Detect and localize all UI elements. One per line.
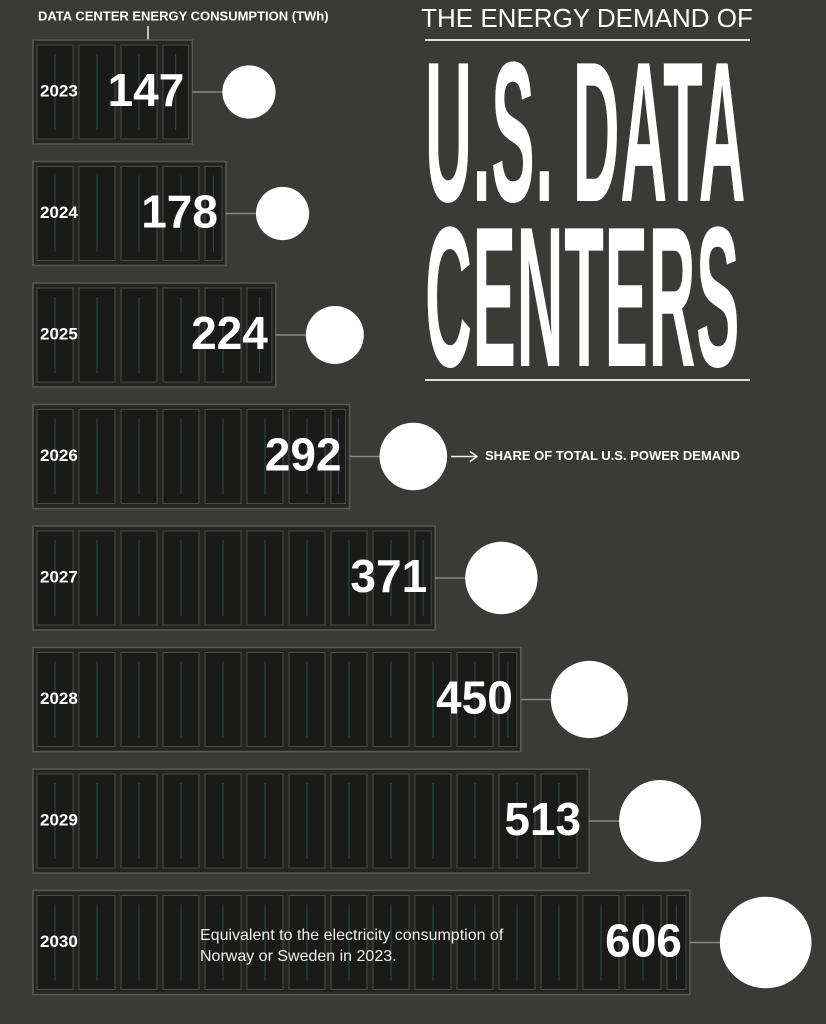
share-label: 9% bbox=[574, 686, 606, 711]
share-bubble bbox=[305, 306, 364, 364]
share-label: 12% bbox=[744, 929, 788, 954]
share-bubble bbox=[255, 186, 310, 241]
rack-unit bbox=[36, 773, 74, 869]
series-label: DATA CENTER ENERGY CONSUMPTION (TWh) bbox=[38, 8, 329, 23]
share-label: 4% bbox=[233, 79, 265, 104]
value-label: 606 bbox=[605, 915, 682, 967]
value-label: 224 bbox=[191, 307, 268, 359]
share-label: 4% bbox=[267, 200, 299, 225]
value-label: 450 bbox=[436, 672, 513, 724]
value-label: 513 bbox=[504, 793, 581, 845]
kicker: THE ENERGY DEMAND OF bbox=[421, 3, 753, 33]
share-bubble bbox=[719, 896, 812, 989]
share-label: 7% bbox=[397, 443, 429, 468]
share-bubble bbox=[465, 541, 538, 615]
x-tick-label: 2023 bbox=[40, 81, 78, 100]
share-bubble bbox=[222, 65, 276, 119]
share-label: 8% bbox=[485, 565, 517, 590]
x-tick-label: 2025 bbox=[40, 324, 78, 343]
share-bubble bbox=[379, 422, 448, 491]
chart-title: U.S. DATA CENTERS bbox=[425, 21, 744, 409]
share-bubble bbox=[550, 660, 629, 739]
legend-arrow-head bbox=[469, 450, 479, 463]
x-tick-label: 2028 bbox=[40, 689, 78, 708]
value-label: 147 bbox=[108, 64, 185, 116]
x-tick-label: 2027 bbox=[40, 567, 78, 586]
x-tick-label: 2026 bbox=[40, 446, 78, 465]
annotation: Equivalent to the electricity consumptio… bbox=[200, 927, 504, 965]
x-tick-label: 2030 bbox=[40, 932, 78, 951]
share-label: 10% bbox=[638, 808, 682, 833]
x-tick-label: 2024 bbox=[40, 203, 78, 222]
value-label: 371 bbox=[350, 550, 427, 602]
x-tick-label: 2029 bbox=[40, 810, 78, 829]
share-label: 5% bbox=[319, 322, 351, 347]
value-label: 178 bbox=[141, 186, 218, 238]
series-label: SHARE OF TOTAL U.S. POWER DEMAND bbox=[485, 448, 740, 463]
share-bubble bbox=[619, 780, 702, 862]
value-label: 292 bbox=[265, 429, 342, 481]
